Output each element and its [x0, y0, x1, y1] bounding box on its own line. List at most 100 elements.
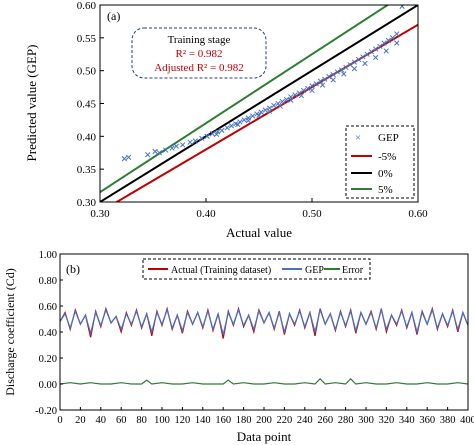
gep-point — [292, 92, 298, 98]
legend-label-plus5: 5% — [378, 184, 393, 196]
gep-point — [173, 143, 179, 149]
x-tick-label: 360 — [419, 415, 435, 426]
gep-point — [319, 82, 326, 88]
gep-point — [330, 77, 336, 83]
panel-b-legend: Actual (Training dataset) GEP Error — [142, 258, 371, 280]
y-tick-label: 0.40 — [39, 328, 57, 339]
panel-a-ticks: 0.30 0.40 0.50 0.60 0.30 0.35 0.40 0.45 0.50 0.55… — [77, 0, 428, 220]
gep-point — [309, 87, 315, 94]
x-tick-label: 400 — [460, 415, 474, 426]
legend-item-error: Error — [324, 265, 364, 276]
y-tick-label: 1.00 — [39, 250, 57, 261]
series-line-2 — [100, 5, 418, 202]
gep-point — [360, 54, 366, 60]
error-series-line — [60, 377, 468, 385]
x-tick-label: 20 — [75, 415, 86, 426]
legend-item-gep-b: GEP — [282, 265, 324, 276]
legend-label-gep-b: GEP — [305, 265, 324, 276]
y-tick-label: 0.20 — [39, 354, 57, 365]
gep-point — [322, 76, 328, 82]
y-tick-label: 0.55 — [77, 33, 97, 45]
gep-point — [180, 142, 186, 148]
x-tick-label: 0.30 — [90, 208, 110, 220]
gep-point — [368, 48, 375, 55]
gep-point — [187, 139, 193, 145]
gep-point — [199, 135, 205, 141]
x-tick-label: 0.40 — [196, 208, 216, 220]
annotation-r2: R² = 0.982 — [175, 48, 222, 60]
legend-label-actual: Actual (Training dataset) — [171, 265, 271, 276]
x-tick-label: 40 — [96, 415, 107, 426]
gep-point — [277, 103, 283, 109]
y-tick-label: 0.50 — [77, 66, 97, 78]
y-tick-label: 0.60 — [77, 0, 97, 12]
legend-label-minus5: -5% — [378, 151, 396, 163]
x-tick-label: 340 — [399, 415, 415, 426]
gep-point — [385, 37, 391, 44]
gep-point — [213, 131, 220, 138]
x-tick-label: 180 — [236, 415, 252, 426]
panel-b-label: (b) — [66, 262, 80, 276]
x-tick-label: 60 — [116, 415, 127, 426]
gep-point — [258, 109, 264, 115]
panel-a-legend-frame — [345, 125, 415, 199]
gep-point — [256, 112, 262, 118]
x-tick-label: 80 — [136, 415, 147, 426]
y-tick-label: 0.60 — [39, 302, 57, 313]
gep-point — [351, 66, 358, 72]
gep-point — [347, 62, 353, 68]
x-tick-label: 260 — [317, 415, 333, 426]
gep-point — [125, 154, 132, 161]
gep-series-line — [60, 307, 468, 336]
gep-point — [364, 51, 370, 57]
gep-point — [121, 156, 128, 162]
x-tick-label: 280 — [338, 415, 354, 426]
legend-item-gep: × GEP — [355, 132, 399, 144]
x-tick-label: 0.50 — [302, 208, 322, 220]
gep-point — [383, 48, 389, 54]
gep-point — [241, 117, 247, 123]
gep-point — [394, 40, 400, 46]
panel-b-legend-frame — [142, 258, 371, 280]
x-tick-label: 300 — [358, 415, 374, 426]
legend-label-zero: 0% — [378, 168, 393, 180]
gep-point — [339, 67, 345, 73]
gep-point — [266, 108, 273, 115]
gep-point — [279, 98, 285, 105]
gep-point — [235, 121, 241, 128]
panel-b-xlabel: Data point — [237, 429, 292, 444]
x-tick-label: 140 — [195, 415, 211, 426]
y-tick-label: 0.30 — [77, 197, 97, 209]
panel-a-xlabel: Actual value — [226, 225, 292, 240]
gep-point — [249, 113, 256, 119]
legend-item-minus5: -5% — [351, 151, 396, 163]
gep-point — [377, 43, 383, 50]
gep-point — [271, 102, 277, 109]
panel-b-ticks: 0 20 40 60 80 100 120 140 160 180 200 220 240 260 280 3… — [35, 250, 474, 426]
gep-point — [334, 69, 341, 75]
annotation-box: Training stage R² = 0.982 Adjusted R² = … — [131, 27, 267, 79]
legend-label-error: Error — [342, 265, 364, 276]
gep-point — [399, 5, 405, 9]
panel-b-ylabel: Discharge coefficient (Cd) — [3, 268, 17, 396]
x-tick-label: 200 — [256, 415, 272, 426]
x-tick-label: 220 — [277, 415, 293, 426]
x-tick-label: 0 — [57, 415, 62, 426]
gep-point — [219, 127, 225, 134]
gep-point — [355, 56, 362, 63]
gep-point — [228, 123, 235, 129]
gep-point — [309, 83, 315, 89]
y-tick-label: 0.40 — [77, 131, 97, 143]
gep-point — [326, 73, 332, 80]
gep-point — [317, 78, 324, 84]
panel-a-ylabel: Predicted value (GEP) — [24, 45, 39, 162]
panel-a-legend: × GEP -5% 0% 5% — [345, 125, 415, 199]
gep-point — [343, 64, 349, 71]
gep-point — [163, 147, 169, 153]
gep-point — [389, 35, 396, 41]
legend-marker-gep: × — [355, 132, 361, 144]
x-tick-label: 160 — [215, 415, 231, 426]
series-line-3 — [100, 5, 390, 193]
panel-a-marks — [100, 5, 418, 202]
